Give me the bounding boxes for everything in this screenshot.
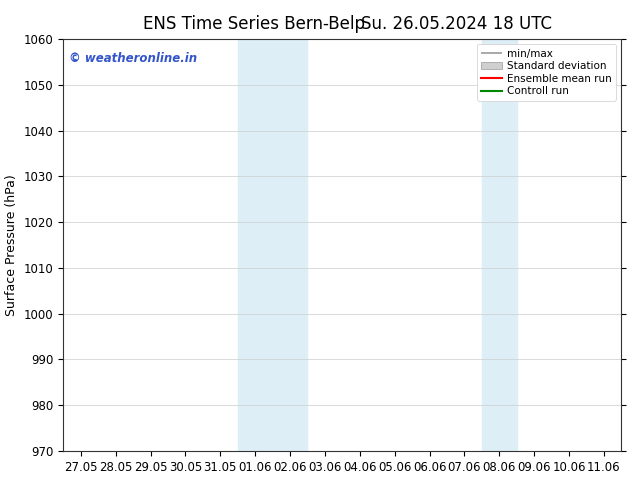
Y-axis label: Surface Pressure (hPa): Surface Pressure (hPa)	[5, 174, 18, 316]
Text: ENS Time Series Bern-Belp: ENS Time Series Bern-Belp	[143, 15, 365, 33]
Legend: min/max, Standard deviation, Ensemble mean run, Controll run: min/max, Standard deviation, Ensemble me…	[477, 45, 616, 100]
Text: Su. 26.05.2024 18 UTC: Su. 26.05.2024 18 UTC	[361, 15, 552, 33]
Text: © weatheronline.in: © weatheronline.in	[69, 51, 197, 65]
Bar	[238, 39, 307, 451]
Bar	[482, 39, 517, 451]
